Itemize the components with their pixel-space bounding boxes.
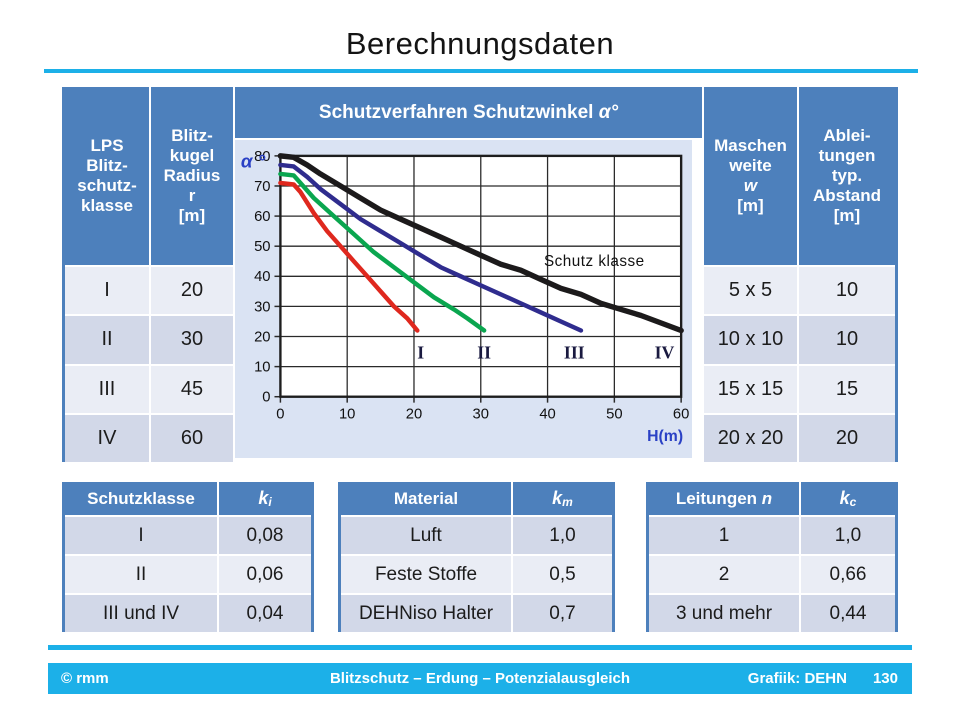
- svg-text:H(m): H(m): [647, 428, 683, 445]
- cell-material: Luft: [341, 517, 511, 554]
- cell-ki: 0,04: [219, 595, 311, 632]
- cell-radius: 60: [151, 414, 233, 462]
- cell-radius: 20: [151, 267, 233, 315]
- cell-masche: 10 x 10: [704, 316, 797, 364]
- svg-text:III: III: [564, 343, 585, 363]
- header-material: Material: [341, 482, 511, 515]
- leitungen-label: Leitungen: [675, 488, 758, 508]
- svg-text:30: 30: [473, 406, 489, 422]
- svg-text:10: 10: [254, 360, 270, 376]
- cell-klasse: IV: [65, 414, 149, 462]
- cell-km: 0,5: [513, 556, 612, 593]
- svg-text:20: 20: [406, 406, 422, 422]
- footer-author: © rmm: [61, 670, 109, 687]
- title-divider: [44, 69, 918, 73]
- svg-text:Schutz klasse: Schutz klasse: [544, 253, 645, 270]
- protection-angle-chart: Schutz klasse I II III IV 0 10 20 30 40 50 60 70 80 0 1…: [235, 140, 692, 458]
- svg-text:30: 30: [254, 299, 270, 315]
- svg-text:50: 50: [606, 406, 622, 422]
- svg-text:II: II: [477, 343, 491, 363]
- cell-masche: 20 x 20: [704, 414, 797, 462]
- cell-kc: 0,66: [801, 556, 895, 593]
- svg-text:I: I: [417, 343, 424, 363]
- cell-abstand: 10: [799, 267, 895, 315]
- chart-title: Schutzverfahren Schutzwinkel α°: [235, 87, 702, 138]
- cell-abstand: 10: [799, 316, 895, 364]
- cell-leitungen: 2: [649, 556, 799, 593]
- svg-text:0: 0: [262, 390, 270, 406]
- svg-text:80: 80: [254, 149, 270, 165]
- header-blitzkugel-radius: Blitz- kugel Radius r [m]: [151, 87, 233, 265]
- cell-klasse: III: [65, 365, 149, 413]
- cell-klasse: III und IV: [65, 595, 217, 632]
- cell-klasse: II: [65, 316, 149, 364]
- cell-masche: 15 x 15: [704, 365, 797, 413]
- header-maschenweite-w: w: [743, 176, 758, 195]
- svg-text:α °: α °: [241, 151, 266, 172]
- chart-title-text: Schutzverfahren Schutzwinkel: [318, 101, 599, 123]
- cell-klasse: II: [65, 556, 217, 593]
- footer-credit: Grafiik: DEHN: [747, 670, 847, 687]
- cell-masche: 5 x 5: [704, 267, 797, 315]
- cell-material: DEHNiso Halter: [341, 595, 511, 632]
- footer-divider: [48, 645, 912, 650]
- header-schutzklasse: Schutzklasse: [65, 482, 217, 515]
- header-leitungen: Leitungen n: [649, 482, 799, 515]
- cell-ki: 0,06: [219, 556, 311, 593]
- svg-text:IV: IV: [655, 343, 675, 363]
- cell-leitungen: 3 und mehr: [649, 595, 799, 632]
- main-table: LPS Blitz- schutz- klasse Blitz- kugel R…: [62, 87, 898, 462]
- svg-text:10: 10: [339, 406, 355, 422]
- footer-page-number: 130: [872, 670, 898, 687]
- ki-subscript: i: [268, 494, 272, 509]
- svg-text:0: 0: [276, 406, 284, 422]
- svg-text:50: 50: [254, 239, 270, 255]
- cell-abstand: 15: [799, 365, 895, 413]
- kc-symbol: k: [839, 488, 850, 508]
- cell-kc: 0,44: [801, 595, 895, 632]
- cell-radius: 45: [151, 365, 233, 413]
- cell-km: 1,0: [513, 517, 612, 554]
- svg-text:60: 60: [673, 406, 689, 422]
- leitungen-n: n: [761, 488, 773, 508]
- chart-title-alpha: α°: [598, 101, 619, 123]
- cell-klasse: I: [65, 267, 149, 315]
- cell-klasse: I: [65, 517, 217, 554]
- cell-material: Feste Stoffe: [341, 556, 511, 593]
- header-maschenweite: Maschen weite w [m]: [704, 87, 797, 265]
- cell-km: 0,7: [513, 595, 612, 632]
- header-maschenweite-unit: [m]: [737, 196, 764, 216]
- svg-text:40: 40: [539, 406, 555, 422]
- chart-column: Schutzverfahren Schutzwinkel α° Schutz k…: [235, 87, 702, 462]
- svg-text:40: 40: [254, 269, 270, 285]
- svg-text:60: 60: [254, 209, 270, 225]
- km-symbol: k: [552, 488, 563, 508]
- cell-leitungen: 1: [649, 517, 799, 554]
- kc-subscript: c: [849, 494, 857, 509]
- cell-kc: 1,0: [801, 517, 895, 554]
- page-title: Berechnungsdaten: [345, 26, 615, 61]
- svg-text:20: 20: [254, 329, 270, 345]
- header-maschenweite-text: Maschen weite: [714, 135, 787, 175]
- svg-text:70: 70: [254, 179, 270, 195]
- km-subscript: m: [562, 494, 573, 509]
- cell-ki: 0,08: [219, 517, 311, 554]
- cell-radius: 30: [151, 316, 233, 364]
- cell-abstand: 20: [799, 414, 895, 462]
- ki-symbol: k: [258, 488, 269, 508]
- footer-bar: Blitzschutz – Erdung – Potenzialausgleic…: [48, 663, 912, 694]
- header-ableitungen: Ablei- tungen typ. Abstand [m]: [799, 87, 895, 265]
- header-lps-klasse: LPS Blitz- schutz- klasse: [65, 87, 149, 265]
- footer-topic: Blitzschutz – Erdung – Potenzialausgleic…: [329, 670, 631, 687]
